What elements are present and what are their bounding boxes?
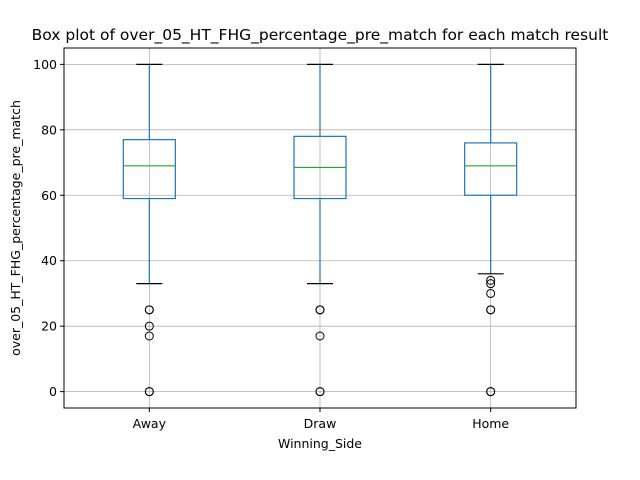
outlier-point — [144, 305, 154, 315]
outlier-point — [486, 288, 496, 298]
iqr-box — [464, 142, 518, 196]
y-tick-label: 20 — [41, 319, 57, 334]
y-axis: 0 20 40 60 80 100 — [33, 57, 64, 399]
chart-title: Box plot of over_05_HT_FHG_percentage_pr… — [32, 26, 609, 45]
outlier-point — [486, 387, 496, 397]
iqr-box — [122, 139, 176, 200]
outlier-point — [315, 331, 325, 341]
x-axis: Away Draw Home — [133, 408, 509, 431]
x-tick-label: Away — [133, 416, 167, 431]
outlier-point — [315, 387, 325, 397]
y-tick-label: 60 — [41, 188, 57, 203]
box-home — [464, 63, 518, 397]
y-tick-label: 100 — [33, 57, 57, 72]
outlier-point — [486, 275, 496, 285]
outlier-point — [315, 305, 325, 315]
box-draw — [293, 63, 347, 397]
y-tick-label: 0 — [49, 384, 57, 399]
outlier-point — [144, 321, 154, 331]
x-axis-label: Winning_Side — [278, 436, 362, 451]
y-tick-label: 40 — [41, 253, 57, 268]
x-tick-label: Home — [472, 416, 509, 431]
box-away — [122, 63, 176, 397]
outlier-point — [144, 387, 154, 397]
outlier-point — [486, 305, 496, 315]
y-tick-label: 80 — [41, 122, 57, 137]
boxes-group — [122, 63, 518, 397]
y-axis-label: over_05_HT_FHG_percentage_pre_match — [8, 100, 23, 356]
outlier-point — [144, 331, 154, 341]
x-tick-label: Draw — [304, 416, 337, 431]
outlier-point — [486, 279, 496, 289]
